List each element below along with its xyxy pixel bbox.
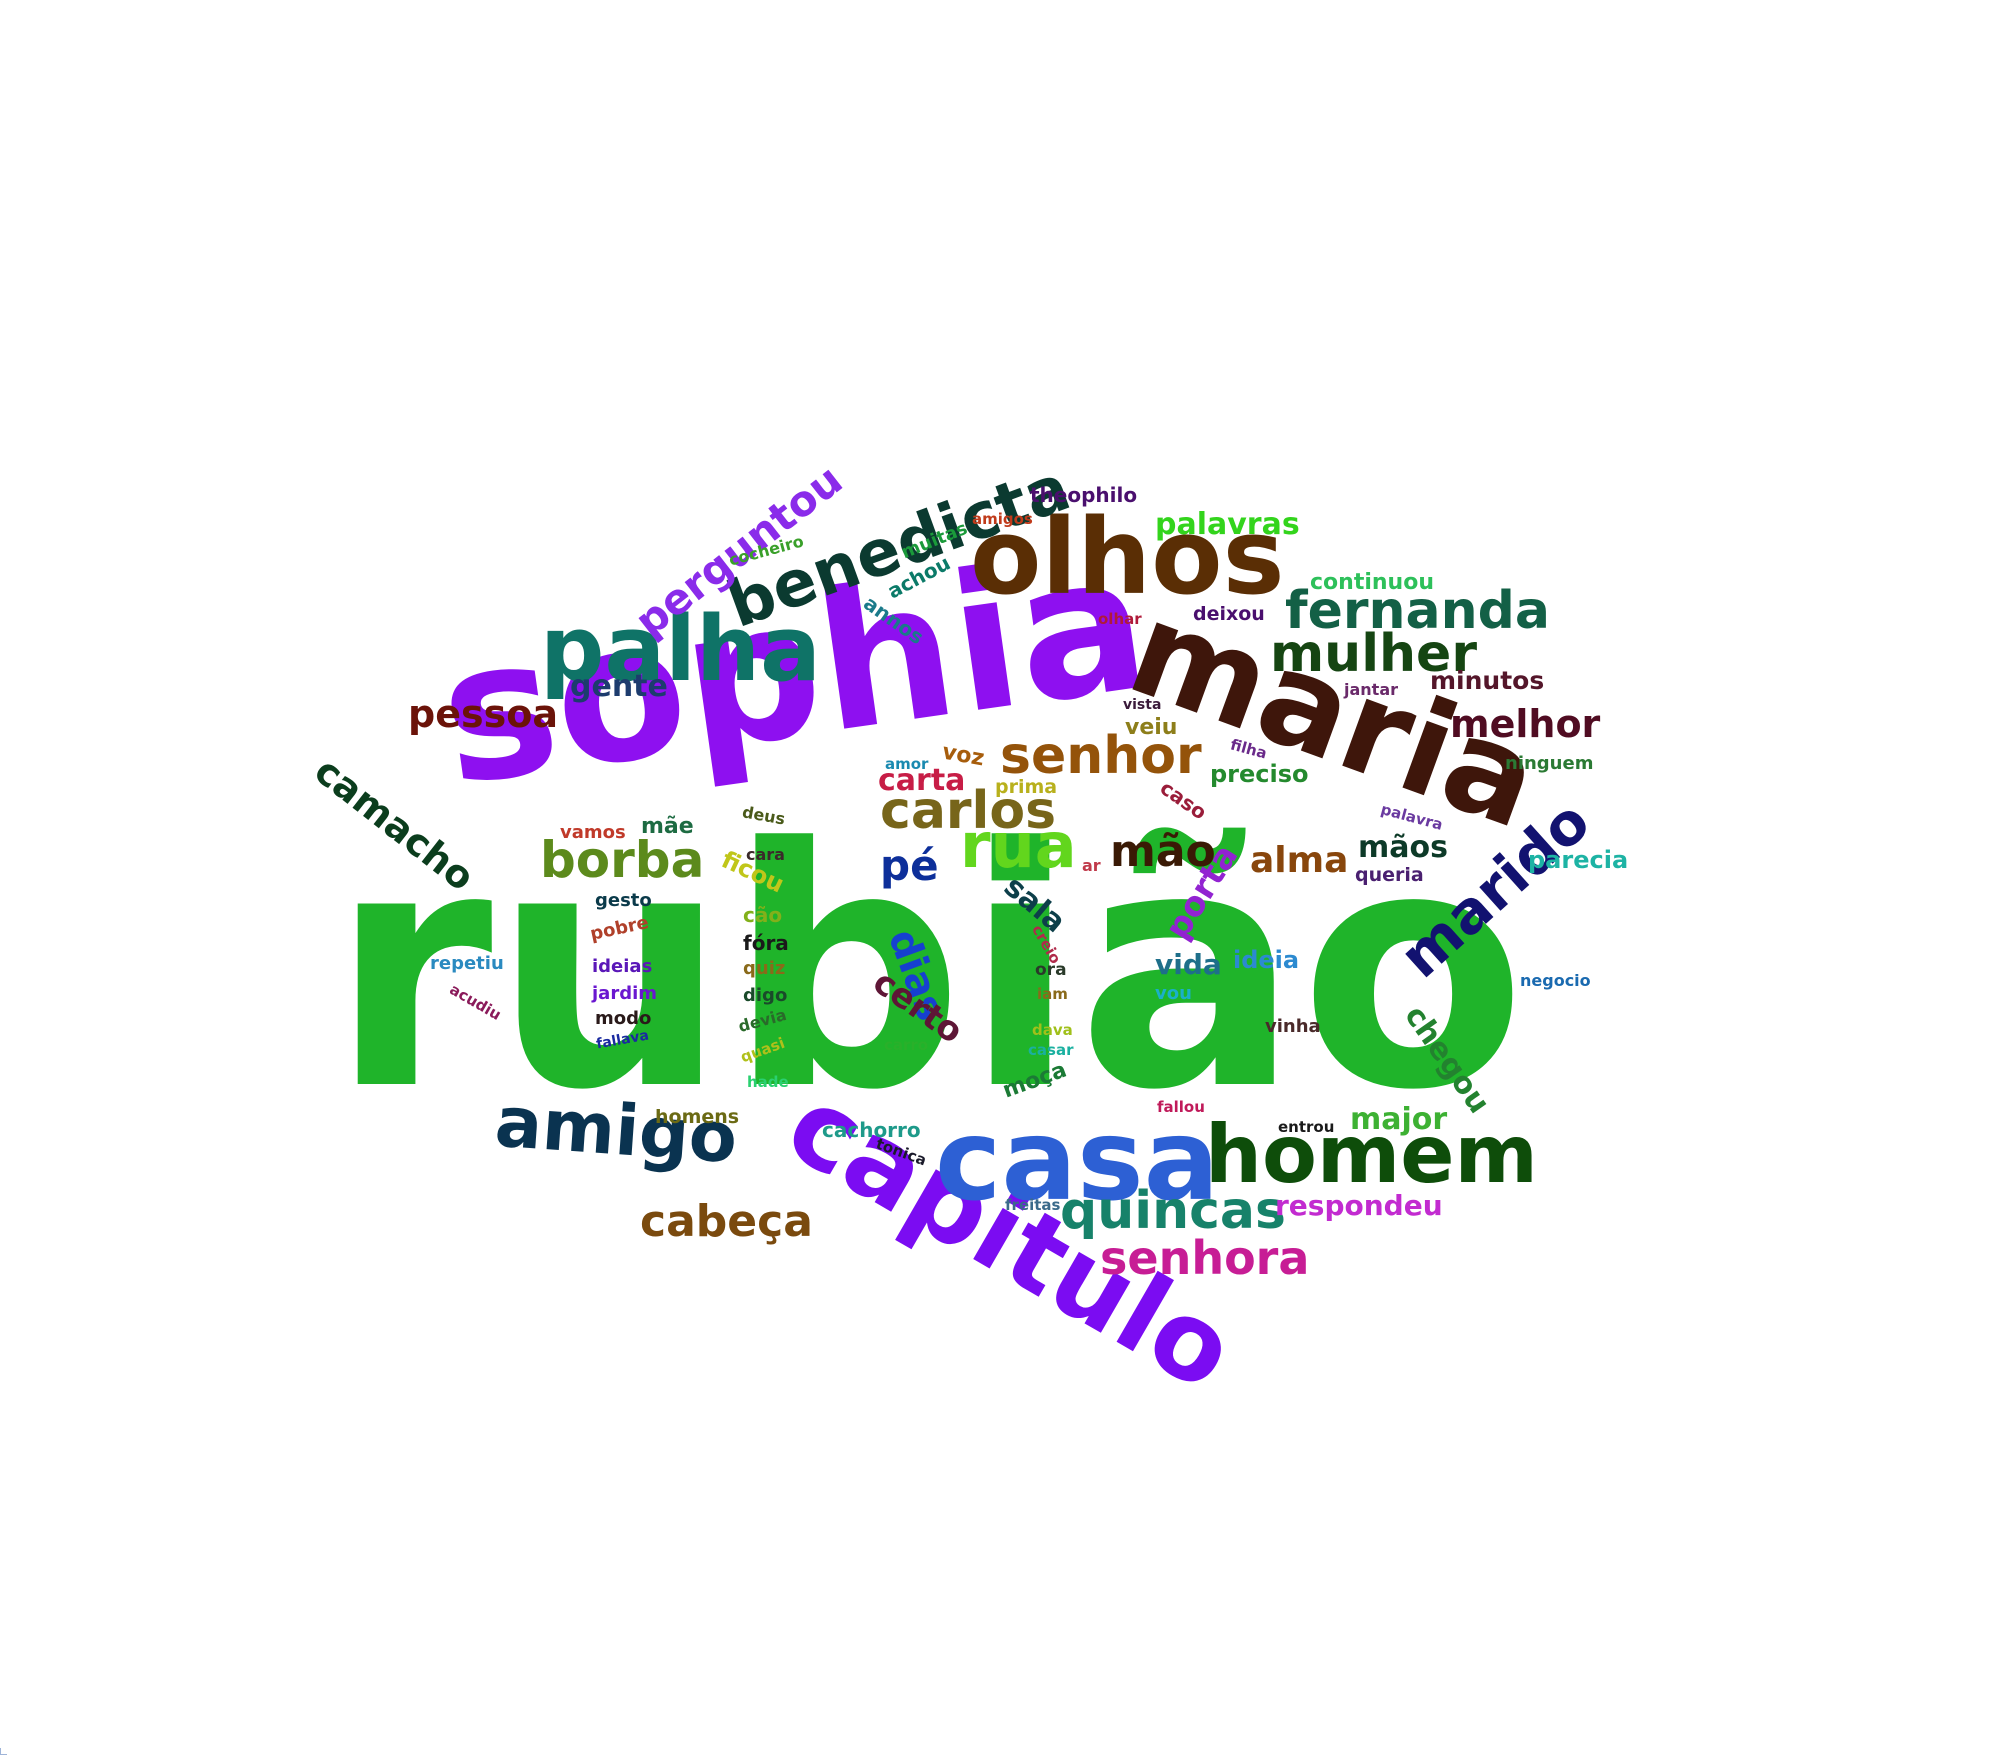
word-vida: vida (1155, 948, 1222, 981)
word-vista: vista (1123, 697, 1162, 713)
word-ninguem: ninguem (1505, 753, 1594, 774)
word-olhos: olhos (970, 496, 1285, 618)
word-preciso: preciso (1210, 760, 1309, 788)
word-amigo: amigo (492, 1080, 740, 1180)
word-freitas: freitas (1005, 1196, 1061, 1214)
word-homens: homens (655, 1106, 740, 1128)
word-borba: borba (540, 831, 705, 889)
word-digo: digo (743, 985, 788, 1006)
word-carlos: carlos (880, 781, 1057, 841)
word-amor: amor (885, 755, 929, 773)
word-cara: cara (746, 845, 785, 864)
word-amigos: amigos (972, 510, 1033, 528)
word-negocio: negocio (1520, 971, 1591, 990)
word-ar: ar (1082, 856, 1101, 875)
word-olhar: olhar (1098, 610, 1142, 628)
word-vou: vou (1155, 983, 1192, 1004)
word-ideias: ideias (592, 956, 653, 977)
word-senhor: senhor (1000, 726, 1202, 786)
word-carro: carro (884, 1036, 929, 1054)
word-rubiao: rubião (330, 778, 1527, 1162)
word-casar: casar (1028, 1041, 1074, 1059)
word-continuou: continuou (1310, 570, 1434, 595)
word-mulher: mulher (1270, 624, 1477, 684)
word-vamos: vamos (560, 822, 626, 843)
word-gente: gente (570, 669, 668, 704)
word-theophilo: theophilo (1030, 483, 1138, 507)
word-queria: queria (1355, 864, 1424, 886)
word-minutos: minutos (1430, 666, 1545, 695)
word-casa: casa (935, 1096, 1220, 1226)
word-melhor: melhor (1450, 702, 1601, 746)
word-alma: alma (1250, 840, 1349, 881)
word-hade: hade (747, 1073, 789, 1091)
word-deixou: deixou (1193, 603, 1265, 625)
word-cao: cão (743, 903, 783, 927)
word-gesto: gesto (595, 890, 652, 911)
word-mao: mão (1110, 826, 1216, 877)
word-senhora: senhora (1100, 1231, 1310, 1285)
word-prima: prima (995, 776, 1058, 798)
word-major: major (1350, 1102, 1448, 1137)
word-pessoa: pessoa (408, 692, 558, 736)
word-fernanda: fernanda (1285, 581, 1550, 641)
word-quincas: quincas (1060, 1181, 1286, 1241)
word-respondeu: respondeu (1275, 1189, 1443, 1222)
word-pe: pé (880, 841, 939, 890)
word-entrou: entrou (1278, 1118, 1335, 1136)
word-palavras: palavras (1155, 507, 1300, 542)
word-cabeca: cabeça (640, 1196, 813, 1247)
word-rua: rua (960, 809, 1077, 882)
word-carta: carta (878, 763, 966, 798)
word-palha: palha (540, 597, 821, 702)
word-iam: iam (1037, 985, 1068, 1003)
word-maos: mãos (1358, 830, 1448, 865)
word-cachorro: cachorro (822, 1118, 921, 1142)
word-jardim: jardim (592, 983, 658, 1004)
word-homem: homem (1205, 1108, 1538, 1201)
word-fallou: fallou (1157, 1098, 1205, 1116)
word-fora: fóra (743, 931, 789, 955)
word-dava: dava (1032, 1021, 1073, 1039)
word-ora: ora (1035, 960, 1067, 980)
word-veiu: veiu (1125, 715, 1178, 740)
word-jantar: jantar (1344, 680, 1399, 699)
word-ideia: ideia (1233, 946, 1300, 974)
corner-mark (0, 1748, 7, 1755)
word-modo: modo (595, 1008, 652, 1029)
word-parecia: parecia (1528, 846, 1629, 874)
word-mae: mãe (641, 814, 694, 839)
word-repetiu: repetiu (430, 953, 504, 974)
word-quiz: quiz (743, 958, 786, 979)
word-vinha: vinha (1265, 1016, 1321, 1037)
